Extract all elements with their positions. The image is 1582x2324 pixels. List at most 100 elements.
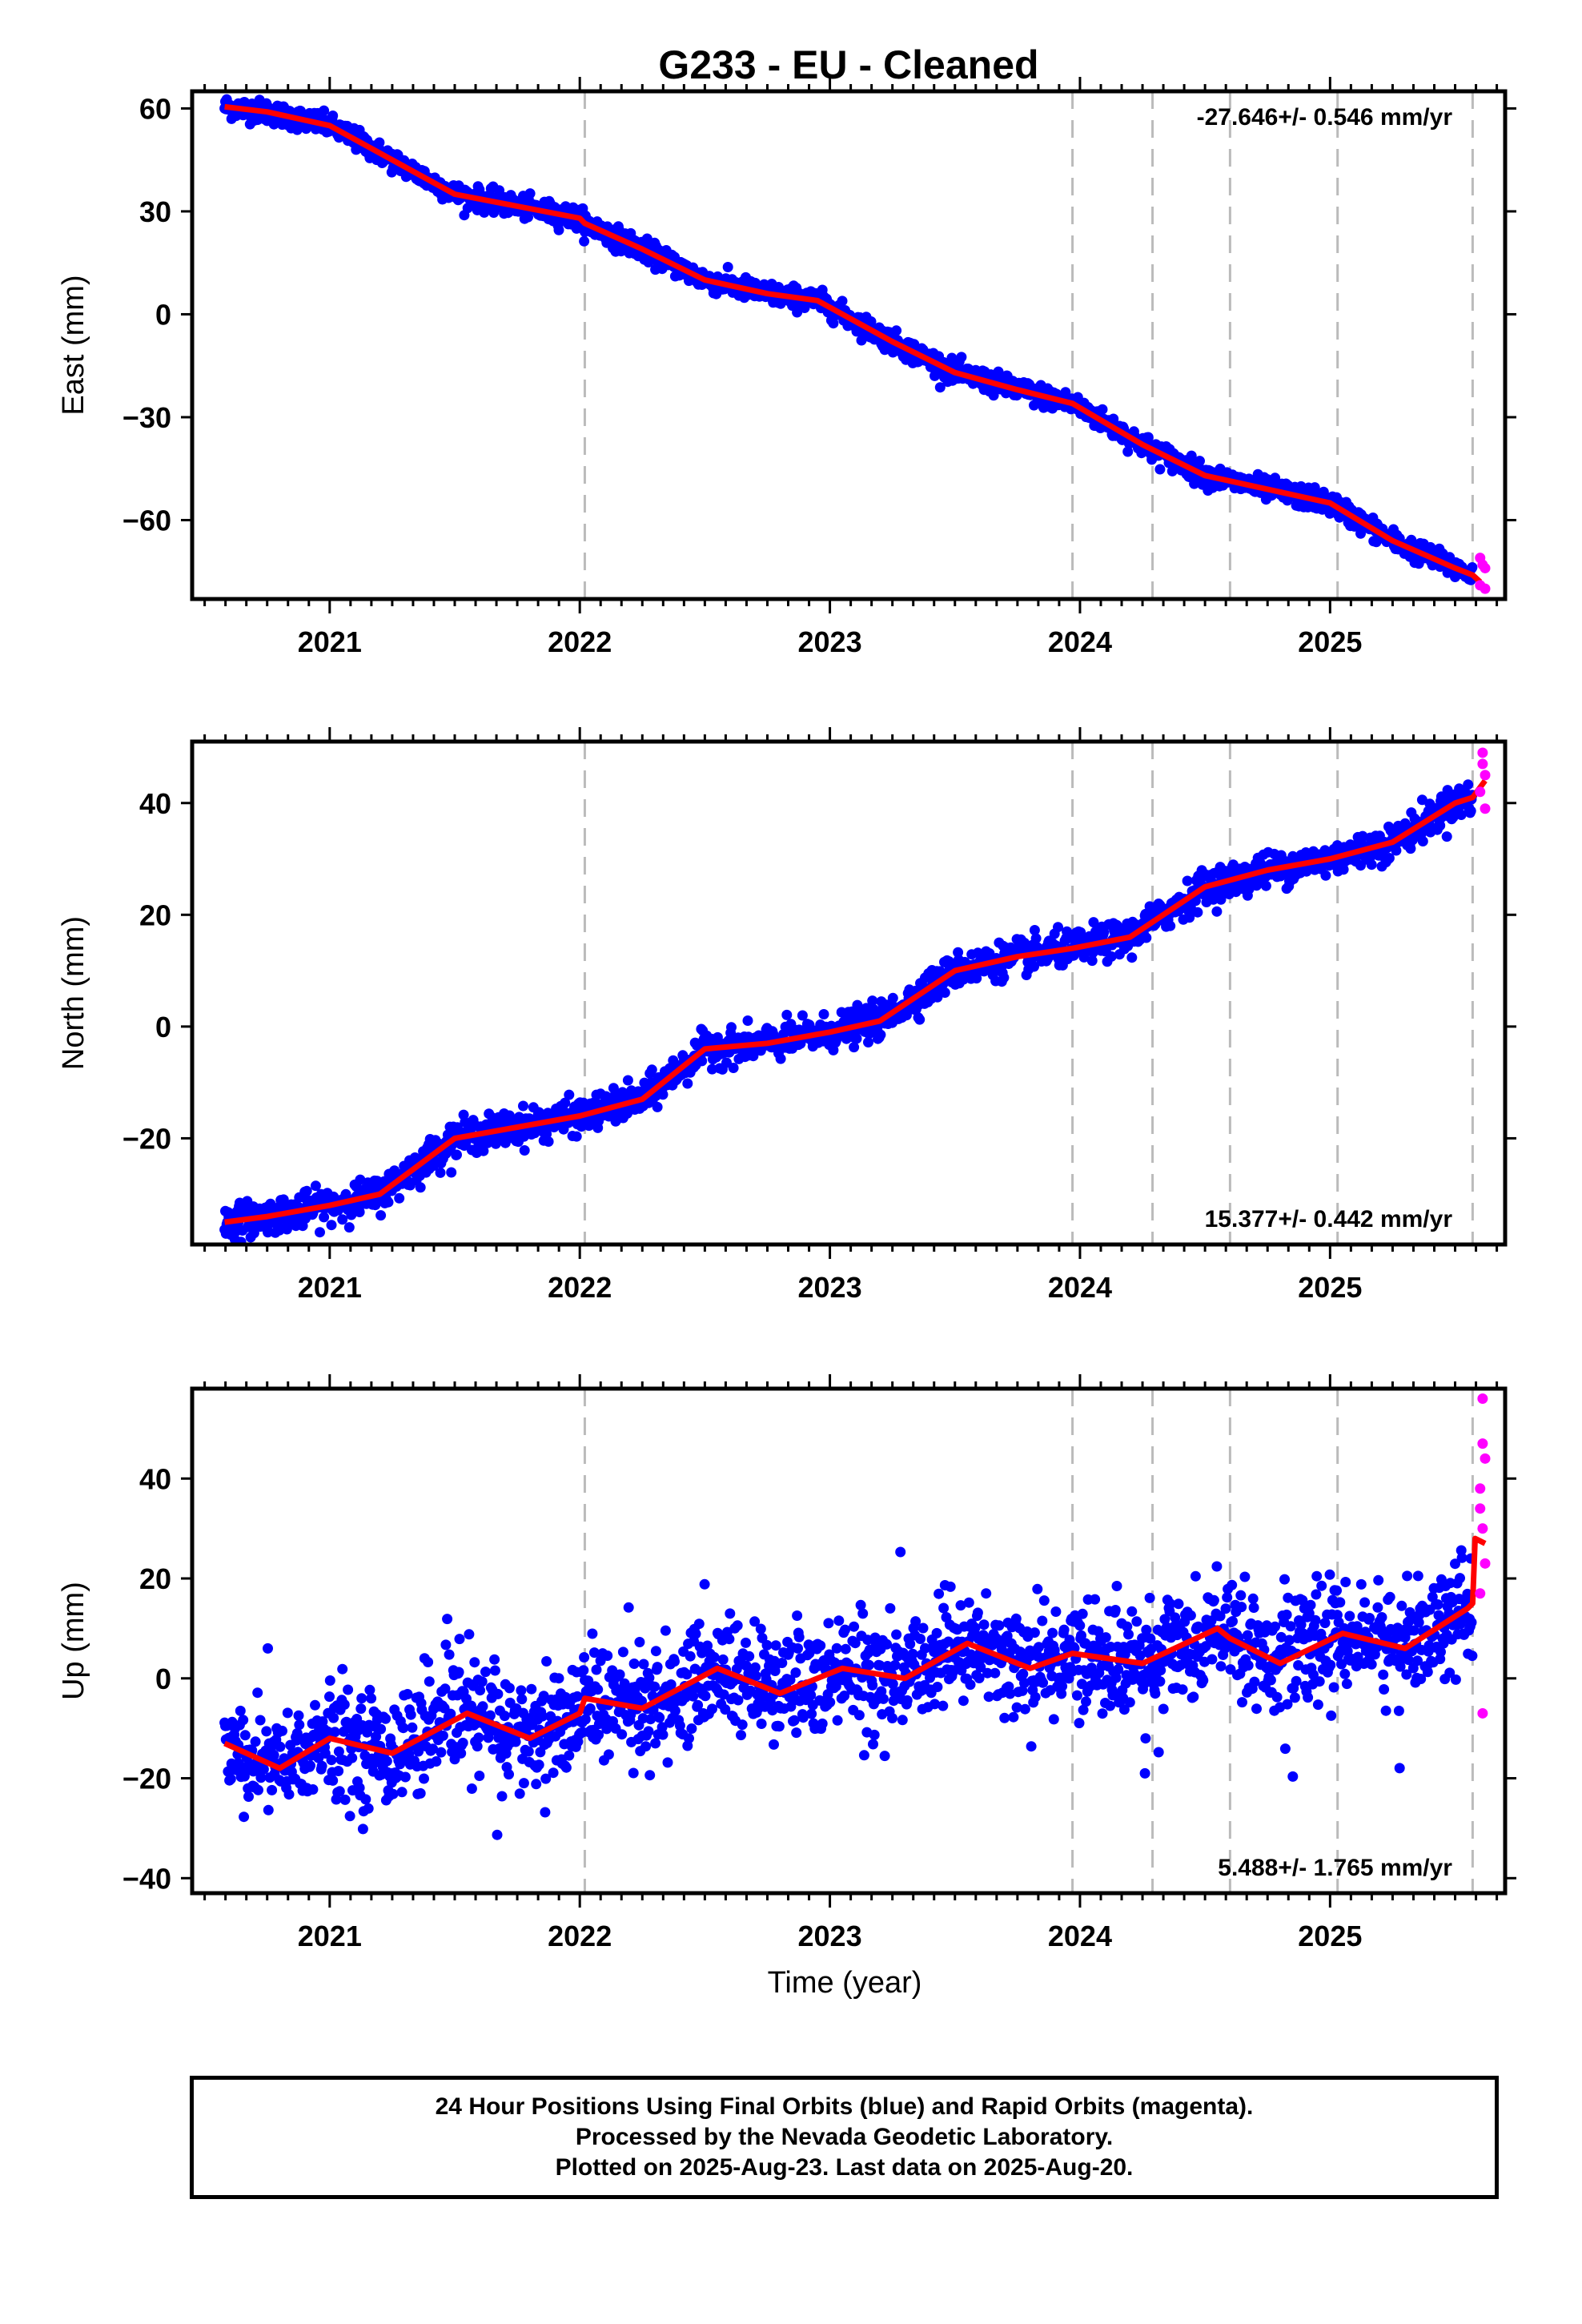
final-orbit-point xyxy=(805,1690,817,1701)
final-orbit-point xyxy=(775,1053,786,1064)
final-orbit-point xyxy=(477,1701,488,1712)
final-orbit-point xyxy=(849,1638,861,1649)
final-orbit-point xyxy=(440,1639,452,1651)
final-orbit-point xyxy=(793,1642,803,1654)
final-orbit-point xyxy=(489,1665,500,1676)
final-orbit-point xyxy=(953,947,964,958)
final-orbit-point xyxy=(797,1712,809,1723)
final-orbit-point xyxy=(541,1656,552,1667)
final-orbit-point xyxy=(499,1711,510,1722)
final-orbit-point xyxy=(496,1791,508,1802)
plot-area xyxy=(219,91,1491,599)
final-orbit-point xyxy=(364,1684,375,1695)
final-orbit-point xyxy=(516,1685,527,1696)
final-orbit-point xyxy=(419,1773,429,1784)
final-orbit-point xyxy=(572,1691,583,1702)
final-orbit-point xyxy=(248,1228,259,1239)
y-axis-label: East (mm) xyxy=(57,275,90,415)
final-orbit-point xyxy=(914,1014,926,1025)
final-orbit-point xyxy=(452,1149,462,1160)
final-orbit-point xyxy=(294,1719,305,1731)
final-orbit-point xyxy=(777,1658,788,1668)
final-orbit-point xyxy=(840,1624,850,1635)
final-orbit-point xyxy=(478,1145,489,1156)
final-orbit-point xyxy=(454,1634,465,1645)
final-orbit-point xyxy=(263,1227,273,1238)
final-orbit-point xyxy=(533,1759,544,1771)
final-orbit-point xyxy=(737,1719,748,1731)
final-orbit-point xyxy=(1467,562,1478,573)
final-orbit-point xyxy=(457,1737,468,1748)
final-orbit-point xyxy=(446,1167,457,1178)
final-orbit-point xyxy=(717,1654,729,1665)
final-orbit-point xyxy=(473,1732,484,1743)
final-orbit-point xyxy=(732,1620,743,1631)
plot-frame xyxy=(190,89,1508,601)
final-orbit-point xyxy=(250,1736,261,1747)
final-orbit-point xyxy=(839,1691,850,1701)
final-orbit-point xyxy=(636,1695,647,1707)
final-orbit-point xyxy=(526,1683,537,1695)
final-orbit-point xyxy=(316,1760,327,1771)
final-orbit-point xyxy=(881,1638,893,1650)
final-orbit-point xyxy=(749,1662,761,1673)
final-orbit-point xyxy=(728,1063,739,1073)
final-orbit-point xyxy=(1126,952,1138,963)
y-tick-label: −60 xyxy=(122,504,171,537)
final-orbit-point xyxy=(1463,779,1474,790)
final-orbit-point xyxy=(593,1729,604,1740)
final-orbit-point xyxy=(669,1705,681,1716)
plot-area xyxy=(219,1389,1491,1893)
final-orbit-point xyxy=(445,1708,456,1719)
final-orbit-point xyxy=(504,1769,514,1780)
final-orbit-point xyxy=(375,1723,387,1735)
final-orbit-point xyxy=(1097,404,1108,415)
final-orbit-point xyxy=(840,1643,851,1655)
final-orbit-point xyxy=(587,1628,598,1639)
final-orbit-point xyxy=(255,1772,267,1783)
final-orbit-point xyxy=(748,1051,759,1062)
final-orbit-point xyxy=(770,1640,781,1651)
final-orbit-point xyxy=(702,1640,713,1651)
final-orbit-point xyxy=(255,1715,266,1726)
final-orbit-series xyxy=(219,779,1478,1244)
final-orbit-point xyxy=(354,1783,365,1793)
final-orbit-point xyxy=(815,1640,826,1651)
x-tick-label: 2025 xyxy=(1298,625,1362,658)
final-orbit-point xyxy=(1108,413,1119,424)
final-orbit-point xyxy=(793,1631,805,1642)
final-orbit-point xyxy=(887,992,898,1003)
final-orbit-point xyxy=(769,1739,779,1750)
final-orbit-point xyxy=(380,1713,391,1724)
final-orbit-point xyxy=(405,1709,416,1720)
final-orbit-point xyxy=(578,1665,589,1676)
final-orbit-point xyxy=(319,105,330,116)
final-orbit-point xyxy=(571,1131,582,1142)
final-orbit-point xyxy=(707,1063,717,1075)
final-orbit-point xyxy=(649,1681,661,1692)
chart-title: G233 - EU - Cleaned xyxy=(658,42,1038,87)
final-orbit-point xyxy=(472,1741,483,1752)
final-orbit-point xyxy=(617,1647,628,1658)
final-orbit-point xyxy=(1465,806,1476,817)
final-orbit-point xyxy=(733,1695,744,1706)
final-orbit-point xyxy=(579,235,590,247)
final-orbit-point xyxy=(1141,932,1152,943)
final-orbit-point xyxy=(690,1628,701,1639)
final-orbit-point xyxy=(1366,859,1377,870)
final-orbit-point xyxy=(1030,933,1042,944)
final-orbit-point xyxy=(887,1679,898,1690)
final-orbit-point xyxy=(1391,845,1402,856)
final-orbit-point xyxy=(707,1703,717,1715)
final-orbit-point xyxy=(444,1649,455,1660)
final-orbit-point xyxy=(825,1697,836,1708)
final-orbit-point xyxy=(1086,955,1098,967)
final-orbit-point xyxy=(891,1629,902,1640)
final-orbit-point xyxy=(910,1616,921,1627)
rapid-orbit-point xyxy=(1480,803,1491,814)
final-orbit-point xyxy=(315,1227,325,1238)
y-axis-label: North (mm) xyxy=(57,916,90,1070)
final-orbit-point xyxy=(874,1660,885,1671)
